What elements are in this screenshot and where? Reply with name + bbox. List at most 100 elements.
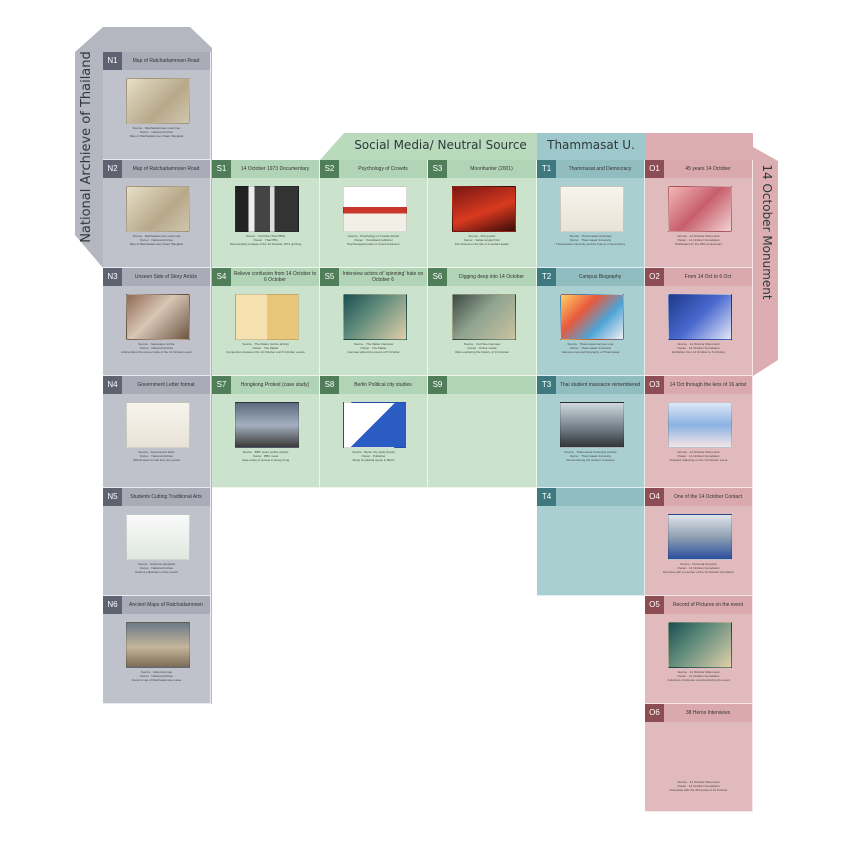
card-source: Source · Thammasat University bbox=[569, 234, 612, 238]
card-header: O4 One of the 14 October Contact bbox=[645, 488, 752, 506]
card-note: Interview with a member of the 14 Octobe… bbox=[662, 570, 735, 574]
card-header: O6 38 Heros Interviews bbox=[645, 704, 752, 722]
card-s8[interactable]: S8 Berlin Political city studies Source · … bbox=[320, 376, 428, 488]
card-note: Study of political space in Berlin bbox=[352, 458, 395, 462]
card-owner: Owner · National Archive bbox=[139, 566, 174, 570]
monument-label: 14 October Monument bbox=[760, 164, 774, 300]
card-note: Artworks reflecting on the 14 October ev… bbox=[669, 458, 728, 462]
card-owner: Owner · Thai PBS bbox=[253, 238, 278, 242]
card-s3[interactable]: S3 Moonhunter (2001) Source · Film poster O… bbox=[428, 160, 537, 268]
card-meta: Source · BBC news (online article) Owner … bbox=[216, 450, 315, 462]
card-header: N1 Map of Ratchadamnoen Road bbox=[103, 52, 210, 70]
card-title: Government Letter format bbox=[137, 382, 195, 388]
card-source: Source · Thammasat University archive bbox=[564, 450, 617, 454]
card-s1[interactable]: S1 14 October 1973 Documentary Source · Yo… bbox=[212, 160, 320, 268]
card-owner: Owner · The Matter bbox=[360, 346, 387, 350]
card-o4[interactable]: O4 One of the 14 October Contact Source · … bbox=[645, 488, 753, 596]
card-header: N4 Government Letter format bbox=[103, 376, 210, 394]
card-title: 45 years 14 October bbox=[685, 166, 731, 172]
card-title bbox=[558, 488, 642, 506]
card-thumbnail bbox=[668, 622, 732, 668]
card-note: Ancient map of Ratchadamnoen area bbox=[131, 678, 182, 682]
card-t4[interactable]: T4 bbox=[537, 488, 645, 596]
card-code: O1 bbox=[645, 160, 664, 178]
card-code: N3 bbox=[103, 268, 122, 286]
card-s5[interactable]: S5 Interview actors of 'spinning' hate on… bbox=[320, 268, 428, 376]
card-owner: Owner · BBC news bbox=[252, 454, 279, 458]
card-code: N2 bbox=[103, 160, 122, 178]
card-owner: Owner · National Archive bbox=[139, 238, 174, 242]
card-source: Source · Personal interview bbox=[680, 562, 717, 566]
card-source: Source · 14 October Monument bbox=[677, 450, 720, 454]
card-thumbnail bbox=[235, 294, 299, 340]
card-owner: Owner · 14 October Foundation bbox=[677, 238, 720, 242]
card-code: N4 bbox=[103, 376, 122, 394]
card-title: 38 Heros Interviews bbox=[685, 710, 731, 716]
card-title bbox=[449, 376, 534, 394]
card-meta: Source · 14 October Monument Owner · 14 O… bbox=[649, 780, 748, 792]
card-meta: Source · The Matter interview Owner · The… bbox=[324, 342, 423, 354]
card-header: S4 Relieve confusion from 14 October to 6… bbox=[212, 268, 319, 286]
card-s9[interactable]: S9 bbox=[428, 376, 537, 488]
card-thumbnail bbox=[343, 402, 407, 448]
card-header: S9 bbox=[428, 376, 536, 394]
card-thumbnail bbox=[343, 294, 407, 340]
card-n6[interactable]: N6 Ancient Maps of Ratchadamnoen Source · … bbox=[103, 596, 211, 704]
card-title: From 14 Oct to 6 Oct bbox=[684, 274, 732, 280]
card-n2[interactable]: N2 Map of Ratchadamnoen Road Source · Ratc… bbox=[103, 160, 211, 268]
card-header: O3 14 Oct through the lens of 16 artist bbox=[645, 376, 752, 394]
card-n1[interactable]: N1 Map of Ratchadamnoen Road Source · Ratc… bbox=[103, 52, 211, 160]
card-thumbnail bbox=[126, 294, 190, 340]
card-note: Article about the unseen side of the 14 … bbox=[121, 350, 192, 354]
card-note: Remembering the student massacre bbox=[566, 458, 615, 462]
card-meta: Source · Thammasat University archive Own… bbox=[541, 450, 640, 462]
card-o5[interactable]: O5 Record of Pictures on the event Source … bbox=[645, 596, 753, 704]
card-thumbnail bbox=[668, 514, 732, 560]
card-o1[interactable]: O1 45 years 14 October Source · 14 October… bbox=[645, 160, 753, 268]
card-code: S3 bbox=[428, 160, 447, 178]
card-meta: Source · Psychology of Crowds (book) Owne… bbox=[324, 234, 423, 246]
card-t3[interactable]: T3 Thai student massacre remembered Source… bbox=[537, 376, 645, 488]
card-title: Unseen Side of Story Article bbox=[134, 274, 198, 280]
card-note: Map of Ratchadamnoen Road, Bangkok bbox=[129, 242, 184, 246]
card-s4[interactable]: S4 Relieve confusion from 14 October to 6… bbox=[212, 268, 320, 376]
card-t2[interactable]: T2 Campus Biography Source · Thammasat cam… bbox=[537, 268, 645, 376]
card-owner: Owner · National Archive bbox=[139, 674, 174, 678]
card-title: Map of Ratchadamnoen Road bbox=[132, 58, 200, 64]
card-s2[interactable]: S2 Psychology of Crowds Source · Psycholog… bbox=[320, 160, 428, 268]
card-code: S7 bbox=[212, 376, 231, 394]
card-s6[interactable]: S6 Digging deep into 14 October Source · Y… bbox=[428, 268, 537, 376]
card-owner: Owner · 14 October Foundation bbox=[677, 784, 720, 788]
card-t1[interactable]: T1 Thammasat and Democracy Source · Thamma… bbox=[537, 160, 645, 268]
card-n3[interactable]: N3 Unseen Side of Story Article Source · N… bbox=[103, 268, 211, 376]
card-header: T1 Thammasat and Democracy bbox=[537, 160, 644, 178]
card-meta: Source · Thammasat University Owner · Tha… bbox=[541, 234, 640, 246]
card-meta: Source · YouTube interview Owner · Online… bbox=[432, 342, 532, 354]
social-media-label: Social Media/ Neutral Source bbox=[354, 138, 527, 152]
card-thumbnail bbox=[126, 622, 190, 668]
card-meta: Source · 14 October Monument Owner · 14 O… bbox=[649, 670, 748, 682]
card-code: O3 bbox=[645, 376, 664, 394]
card-meta: Source · YouTube (Thai PBS) Owner · Thai … bbox=[216, 234, 315, 246]
card-source: Source · Historical map bbox=[140, 670, 173, 674]
card-title: Campus Biography bbox=[578, 274, 622, 280]
card-o3[interactable]: O3 14 Oct through the lens of 16 artist So… bbox=[645, 376, 753, 488]
card-note: Documentary footage of the 14 October 19… bbox=[229, 242, 302, 246]
card-header: N6 Ancient Maps of Ratchadamnoen bbox=[103, 596, 210, 614]
card-title: 14 October 1973 Documentary bbox=[240, 166, 310, 172]
card-note: Map of Ratchadamnoen Road, Bangkok bbox=[129, 134, 184, 138]
card-code: T3 bbox=[537, 376, 556, 394]
card-header: O5 Record of Pictures on the event bbox=[645, 596, 752, 614]
card-title: Digging deep into 14 October bbox=[458, 274, 525, 280]
card-meta: Source · Newspaper article Owner · Nation… bbox=[107, 342, 206, 354]
card-header: T2 Campus Biography bbox=[537, 268, 644, 286]
card-thumbnail bbox=[668, 402, 732, 448]
card-n4[interactable]: N4 Government Letter format Source · Gover… bbox=[103, 376, 211, 488]
card-meta: Source · 14 October Monument Owner · 14 O… bbox=[649, 342, 748, 354]
card-code: O4 bbox=[645, 488, 664, 506]
card-n5[interactable]: N5 Students Cutting Traditional Arts Sourc… bbox=[103, 488, 211, 596]
card-title: Berlin Political city studies bbox=[354, 382, 412, 388]
card-s7[interactable]: S7 Hongkong Protest (case study) Source · … bbox=[212, 376, 320, 488]
card-o2[interactable]: O2 From 14 Oct to 6 Oct Source · 14 Octobe… bbox=[645, 268, 753, 376]
card-o6[interactable]: O6 38 Heros Interviews Source · 14 October… bbox=[645, 704, 753, 812]
